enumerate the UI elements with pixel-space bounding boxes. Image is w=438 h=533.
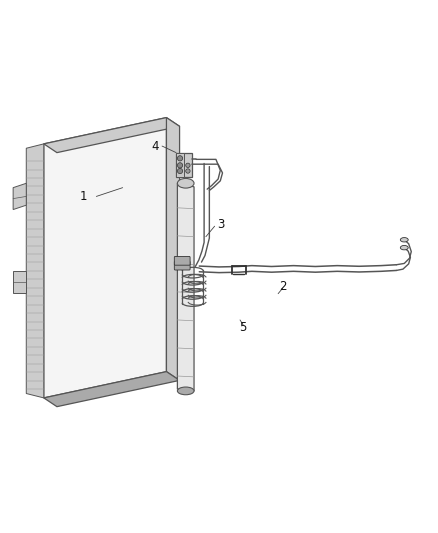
- Polygon shape: [13, 183, 26, 209]
- FancyBboxPatch shape: [174, 256, 190, 265]
- Polygon shape: [44, 118, 180, 152]
- Polygon shape: [166, 118, 180, 381]
- Polygon shape: [13, 271, 26, 293]
- Polygon shape: [44, 372, 180, 407]
- Circle shape: [186, 163, 190, 167]
- Ellipse shape: [177, 387, 194, 395]
- Text: 1: 1: [79, 190, 87, 203]
- Ellipse shape: [400, 246, 408, 250]
- Circle shape: [177, 156, 183, 161]
- Text: 4: 4: [152, 140, 159, 152]
- Ellipse shape: [400, 238, 408, 242]
- FancyBboxPatch shape: [174, 261, 190, 270]
- Circle shape: [177, 163, 183, 168]
- Circle shape: [186, 169, 190, 173]
- Circle shape: [177, 168, 183, 174]
- Polygon shape: [176, 152, 192, 177]
- Text: 5: 5: [240, 321, 247, 334]
- Text: 3: 3: [218, 219, 225, 231]
- Polygon shape: [176, 152, 184, 177]
- Text: 2: 2: [279, 280, 286, 293]
- Ellipse shape: [177, 179, 194, 188]
- Polygon shape: [26, 144, 44, 398]
- Polygon shape: [44, 118, 166, 398]
- Polygon shape: [177, 183, 194, 391]
